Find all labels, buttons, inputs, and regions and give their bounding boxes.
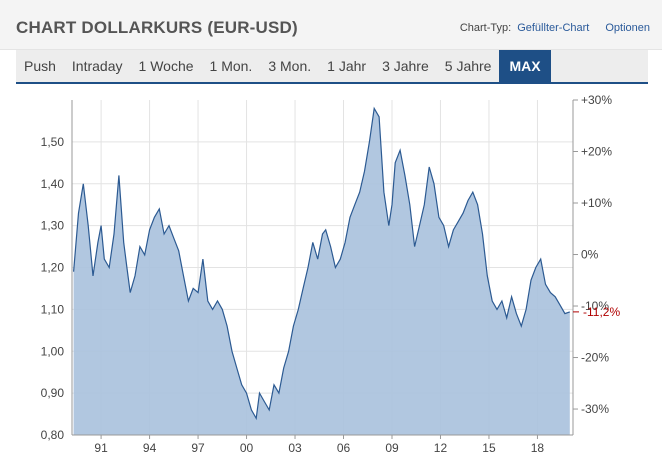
timeframe-tabs: Push Intraday 1 Woche 1 Mon. 3 Mon. 1 Ja… — [16, 50, 648, 84]
x-tick-label: 97 — [191, 441, 205, 455]
tab-1-month[interactable]: 1 Mon. — [209, 58, 253, 74]
x-tick-label: 18 — [531, 441, 545, 455]
y-tick-label-right: +10% — [581, 196, 612, 210]
y-tick-label-left: 1,20 — [41, 261, 65, 275]
tab-3-months[interactable]: 3 Mon. — [268, 58, 312, 74]
y-tick-label-left: 1,10 — [41, 302, 65, 316]
chart-header: CHART DOLLARKURS (EUR-USD) Chart-Typ: Ge… — [0, 0, 662, 50]
x-tick-label: 15 — [482, 441, 496, 455]
y-tick-label-right: +20% — [581, 145, 612, 159]
price-chart: 0,80 0,90 1,00 1,10 1,20 1,30 1,40 1,50 +30% +20%… — [41, 93, 621, 455]
y-tick-label-right: -10% — [581, 299, 609, 313]
chart-type-label: Chart-Typ: — [459, 22, 512, 34]
tab-1-week[interactable]: 1 Woche — [138, 58, 194, 74]
y-tick-label-right: -20% — [581, 351, 609, 365]
y-tick-label-left: 1,30 — [41, 219, 65, 233]
x-tick-label: 06 — [337, 441, 351, 455]
y-tick-label-left: 1,00 — [41, 344, 65, 358]
chart-options-bar: Chart-Typ: Gefüllter-Chart Optionen — [460, 22, 650, 34]
tab-3-years[interactable]: 3 Jahre — [382, 58, 429, 74]
x-tick-label: 91 — [94, 441, 108, 455]
y-tick-label-left: 1,40 — [41, 177, 65, 191]
tab-5-years[interactable]: 5 Jahre — [444, 58, 492, 74]
y-tick-label-right: 0% — [581, 248, 599, 262]
chart-type-link[interactable]: Gefüllter-Chart — [517, 22, 590, 34]
x-tick-label: 09 — [385, 441, 399, 455]
tab-intraday[interactable]: Intraday — [71, 58, 123, 74]
price-area — [73, 108, 570, 436]
chart-title: CHART DOLLARKURS (EUR-USD) — [16, 18, 298, 37]
x-tick-label: 03 — [288, 441, 302, 455]
y-tick-label-left: 0,80 — [41, 428, 65, 442]
y-tick-label-left: 0,90 — [41, 386, 65, 400]
price-line — [73, 106, 570, 421]
tab-max[interactable]: MAX — [499, 50, 551, 82]
tab-1-year[interactable]: 1 Jahr — [327, 58, 367, 74]
options-link[interactable]: Optionen — [605, 22, 650, 34]
tab-push[interactable]: Push — [24, 58, 56, 74]
x-tick-label: 94 — [143, 441, 157, 455]
current-change-label: -11,2% — [583, 305, 620, 319]
x-tick-label: 00 — [240, 441, 254, 455]
y-tick-label-right: -30% — [581, 402, 609, 416]
y-tick-label-right: +30% — [581, 93, 612, 107]
y-tick-label-left: 1,50 — [41, 135, 65, 149]
x-tick-label: 12 — [434, 441, 448, 455]
